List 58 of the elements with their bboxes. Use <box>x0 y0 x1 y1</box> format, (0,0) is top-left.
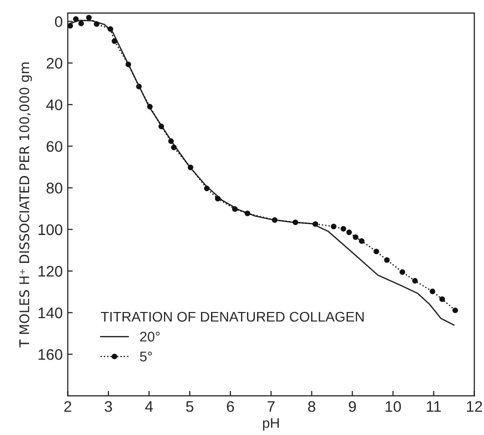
x-tick-label: 9 <box>348 401 356 412</box>
point <box>171 144 177 150</box>
legend-label: 5° <box>140 352 152 362</box>
point <box>86 14 92 20</box>
point <box>374 248 380 254</box>
x-tick-label: 3 <box>104 401 112 412</box>
y-tick-label: 120 <box>38 266 62 277</box>
point <box>112 38 118 44</box>
point <box>126 62 132 68</box>
point <box>384 257 390 263</box>
point <box>108 26 114 32</box>
x-tick-label: 11 <box>426 401 441 412</box>
point <box>272 217 278 223</box>
point <box>147 104 153 110</box>
point <box>94 21 100 27</box>
y-tick-label: 0 <box>55 16 62 28</box>
point <box>136 84 142 90</box>
y-tick-label: 60 <box>46 141 62 152</box>
point <box>412 278 418 284</box>
x-tick-label: 7 <box>268 401 275 412</box>
point <box>430 288 436 294</box>
y-tick-label: 40 <box>46 99 62 110</box>
point <box>439 296 445 302</box>
point <box>188 164 194 170</box>
point <box>312 221 318 227</box>
x-tick-label: 8 <box>308 401 316 412</box>
y-tick-label: 160 <box>38 349 62 360</box>
x-tick-label: 4 <box>145 401 153 412</box>
y-axis-title: T̄ MOLES H⁺ DISSOCIATED PER 100,000 gm <box>19 62 32 348</box>
point <box>400 269 406 275</box>
y-tick-label: 100 <box>38 224 62 236</box>
y-tick-label: 140 <box>38 308 62 318</box>
point <box>358 238 364 244</box>
y-tick-label: 20 <box>46 58 62 69</box>
point <box>244 210 250 216</box>
point <box>168 138 174 144</box>
x-tick-label: 5 <box>186 401 194 412</box>
point <box>340 226 346 232</box>
point <box>452 308 458 314</box>
x-tick-label: 10 <box>386 401 401 412</box>
legend-label: 20° <box>140 332 160 342</box>
point <box>73 16 79 22</box>
point <box>232 206 238 212</box>
y-tick-label: 80 <box>46 182 62 194</box>
legend-title: TITRATION OF DENATURED COLLAGEN <box>100 312 364 322</box>
x-tick-label: 12 <box>466 401 482 412</box>
point <box>158 124 164 130</box>
point <box>352 234 358 240</box>
point <box>78 20 84 26</box>
point <box>215 196 221 202</box>
point <box>68 22 73 29</box>
x-tick-label: 6 <box>226 401 234 412</box>
x-axis-title: pH <box>263 418 279 431</box>
point <box>204 186 210 192</box>
point <box>346 230 352 236</box>
x-tick-label: 2 <box>64 401 72 412</box>
point <box>292 220 298 226</box>
point <box>330 224 336 230</box>
